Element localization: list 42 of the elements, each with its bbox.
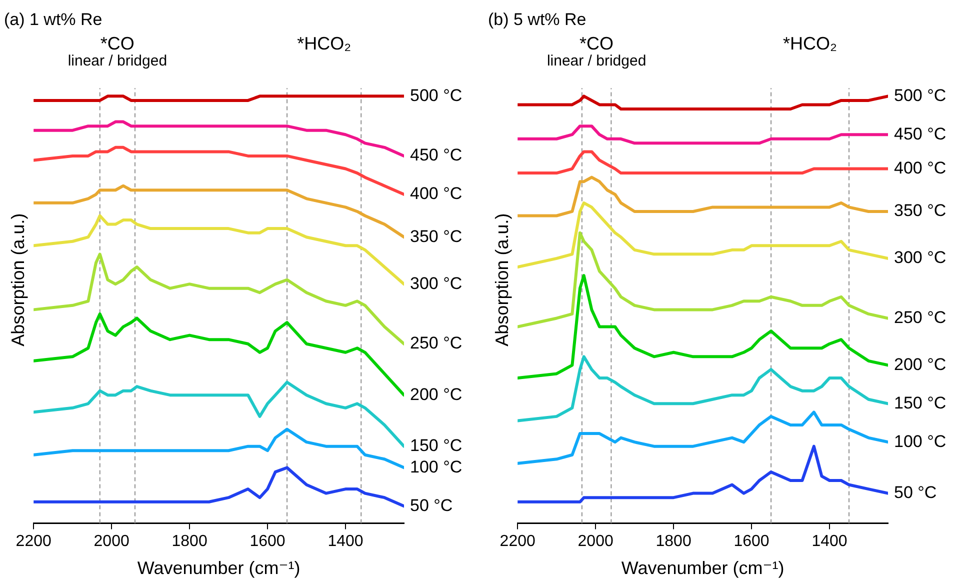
series-label: 300 °C — [410, 274, 462, 293]
series-label: 150 °C — [894, 393, 946, 412]
series-label: 450 °C — [410, 146, 462, 165]
x-tick-label: 1800 — [656, 533, 692, 550]
series-label: 350 °C — [894, 201, 946, 220]
chart-title: (b) 5 wt% Re — [488, 10, 586, 29]
series-label: 100 °C — [410, 457, 462, 476]
text: linear / bridged — [68, 52, 168, 70]
series-label: 50 °C — [894, 482, 937, 502]
text: *CO — [580, 33, 614, 54]
text: *HCO₂ — [783, 33, 838, 54]
x-tick-label: 1600 — [250, 533, 286, 550]
series-label: 350 °C — [410, 226, 462, 246]
x-tick-label: 2200 — [16, 533, 52, 550]
x-axis-title: Wavenumber (cm⁻¹) — [621, 558, 784, 578]
series-label: 150 °C — [410, 436, 462, 456]
text: linear / bridged — [546, 52, 646, 70]
series-label: 250 °C — [410, 334, 462, 353]
series-label: 50 °C — [410, 496, 453, 515]
chart-title: (a) 1 wt% Re — [4, 10, 102, 29]
x-tick-label: 2200 — [500, 533, 536, 550]
x-tick-label: 1600 — [734, 533, 770, 550]
series-label: 100 °C — [894, 432, 946, 451]
x-tick-label: 2000 — [94, 533, 130, 550]
series-label: 400 °C — [410, 184, 462, 204]
x-tick-label: 1400 — [328, 533, 364, 550]
series-label: 200 °C — [894, 354, 946, 374]
series-label: 250 °C — [894, 308, 946, 327]
y-axis-title: Absorption (a.u.) — [8, 213, 28, 346]
series-label: 200 °C — [410, 384, 462, 404]
series-label: 500 °C — [894, 86, 946, 105]
series-label: 500 °C — [410, 86, 462, 105]
x-tick-label: 1800 — [172, 533, 208, 550]
text: *HCO₂ — [297, 33, 352, 54]
series-label: 300 °C — [894, 248, 946, 268]
y-axis-title: Absorption (a.u.) — [492, 213, 512, 346]
x-tick-label: 2000 — [578, 533, 614, 550]
series-label: 400 °C — [894, 158, 946, 178]
x-axis-title: Wavenumber (cm⁻¹) — [137, 558, 300, 578]
x-tick-label: 1400 — [812, 533, 848, 550]
series-label: 450 °C — [894, 124, 946, 144]
text: *CO — [100, 33, 134, 54]
